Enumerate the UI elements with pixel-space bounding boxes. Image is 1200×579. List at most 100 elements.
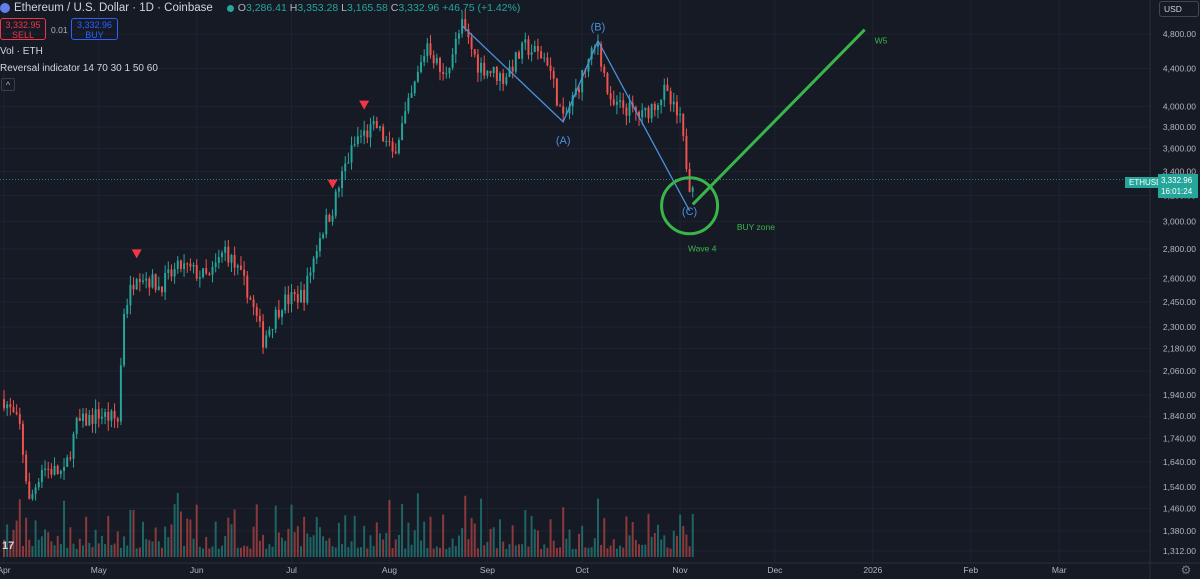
candle: [514, 51, 517, 75]
candle: [9, 397, 12, 416]
candle-body: [337, 188, 340, 192]
candle: [255, 303, 258, 323]
candle-body: [394, 151, 397, 154]
candle-body: [375, 121, 378, 129]
candle: [211, 261, 214, 283]
candle-body: [66, 457, 69, 467]
candle-body: [559, 105, 562, 107]
candle: [486, 70, 489, 79]
candle: [157, 276, 160, 291]
volume-bar: [445, 548, 448, 557]
candle-body: [40, 469, 43, 482]
currency-button[interactable]: USD: [1159, 1, 1199, 17]
gear-icon[interactable]: ⚙: [1180, 563, 1192, 577]
candle: [375, 116, 378, 129]
candle-body: [356, 136, 359, 145]
candle-body: [100, 416, 103, 419]
candle-body: [679, 114, 682, 116]
volume-bar: [160, 547, 163, 557]
volume-bar: [647, 513, 650, 557]
candle: [568, 101, 571, 120]
volume-bar: [562, 507, 565, 557]
wave5-label: W5: [875, 36, 888, 46]
volume-bar: [638, 544, 641, 557]
candle: [78, 408, 81, 422]
candle-body: [495, 67, 498, 82]
candle: [410, 85, 413, 98]
volume-bar: [685, 534, 688, 557]
candle: [682, 113, 685, 142]
candle: [508, 60, 511, 78]
volume-bar: [679, 514, 682, 557]
volume-bar: [533, 529, 536, 557]
candle-body: [596, 43, 599, 47]
volume-bar: [9, 543, 12, 557]
candle-body: [663, 84, 666, 100]
volume-bar: [641, 545, 644, 557]
candle-body: [312, 258, 315, 273]
volume-bar: [587, 547, 590, 557]
volume-bar: [281, 537, 284, 557]
volume-bar: [360, 547, 362, 557]
price-tick-label: 4,000.00: [1163, 102, 1196, 112]
volume-bar: [183, 546, 186, 557]
volume-bar: [262, 534, 265, 557]
candle-body: [672, 101, 675, 105]
candle: [612, 90, 615, 107]
volume-bar: [113, 543, 116, 557]
candle-body: [170, 269, 173, 277]
candle-body: [97, 409, 100, 419]
collapse-indicators-button[interactable]: ^: [1, 78, 15, 91]
volume-bar: [290, 504, 293, 557]
candle: [243, 261, 246, 286]
volume-bar: [451, 538, 454, 557]
candle: [543, 52, 546, 63]
volume-bar: [378, 533, 381, 557]
candle-body: [382, 126, 385, 142]
time-tick-label: Apr: [0, 565, 11, 575]
candle-body: [37, 481, 40, 488]
volume-bar: [56, 535, 59, 557]
candle: [208, 271, 211, 276]
candle: [363, 120, 366, 145]
candle-body: [397, 140, 400, 154]
grid-lines: [0, 0, 1150, 563]
symbol-title[interactable]: Ethereum / U.S. Dollar · 1D · Coinbase: [14, 2, 213, 14]
volume-bars: [3, 492, 694, 557]
spread-value: 0.01: [51, 25, 68, 35]
candle-body: [426, 43, 429, 57]
candle: [293, 289, 296, 302]
candle-body: [104, 412, 107, 417]
candle-body: [555, 78, 558, 106]
reversal-indicator-label[interactable]: Reversal indicator 14 70 30 1 50 60: [0, 63, 158, 74]
time-axis: Apr May Jun Jul Aug Sep Oct Nov Dec 2026 Feb Mar: [0, 565, 1067, 575]
buy-price: 3,332.96: [76, 20, 113, 30]
candle-body: [243, 269, 246, 276]
volume-bar: [508, 544, 511, 557]
volume-bar: [514, 545, 517, 557]
volume-bar: [502, 541, 505, 557]
candle-body: [176, 260, 179, 270]
volume-bar: [603, 518, 606, 557]
candle-body: [666, 84, 669, 92]
volume-bar: [350, 541, 353, 557]
volume-bar: [258, 540, 261, 557]
volume-indicator-label[interactable]: Vol · ETH: [0, 46, 43, 57]
candle: [88, 409, 91, 426]
candle: [31, 489, 34, 501]
candle-body: [483, 62, 486, 76]
volume-bar: [347, 547, 350, 557]
candle: [420, 54, 423, 74]
volume-bar: [252, 526, 255, 557]
candle: [609, 86, 612, 106]
candle: [271, 328, 274, 339]
buy-button[interactable]: 3,332.96 BUY: [71, 18, 118, 40]
volume-bar: [385, 532, 388, 557]
volume-bar: [495, 548, 498, 557]
price-axis: 4,800.00 4,400.00 4,000.00 3,800.00 3,600.00…: [1163, 29, 1196, 556]
sell-button[interactable]: 3,332.95 SELL: [0, 18, 46, 40]
volume-bar: [353, 515, 356, 557]
candle-body: [536, 45, 539, 52]
